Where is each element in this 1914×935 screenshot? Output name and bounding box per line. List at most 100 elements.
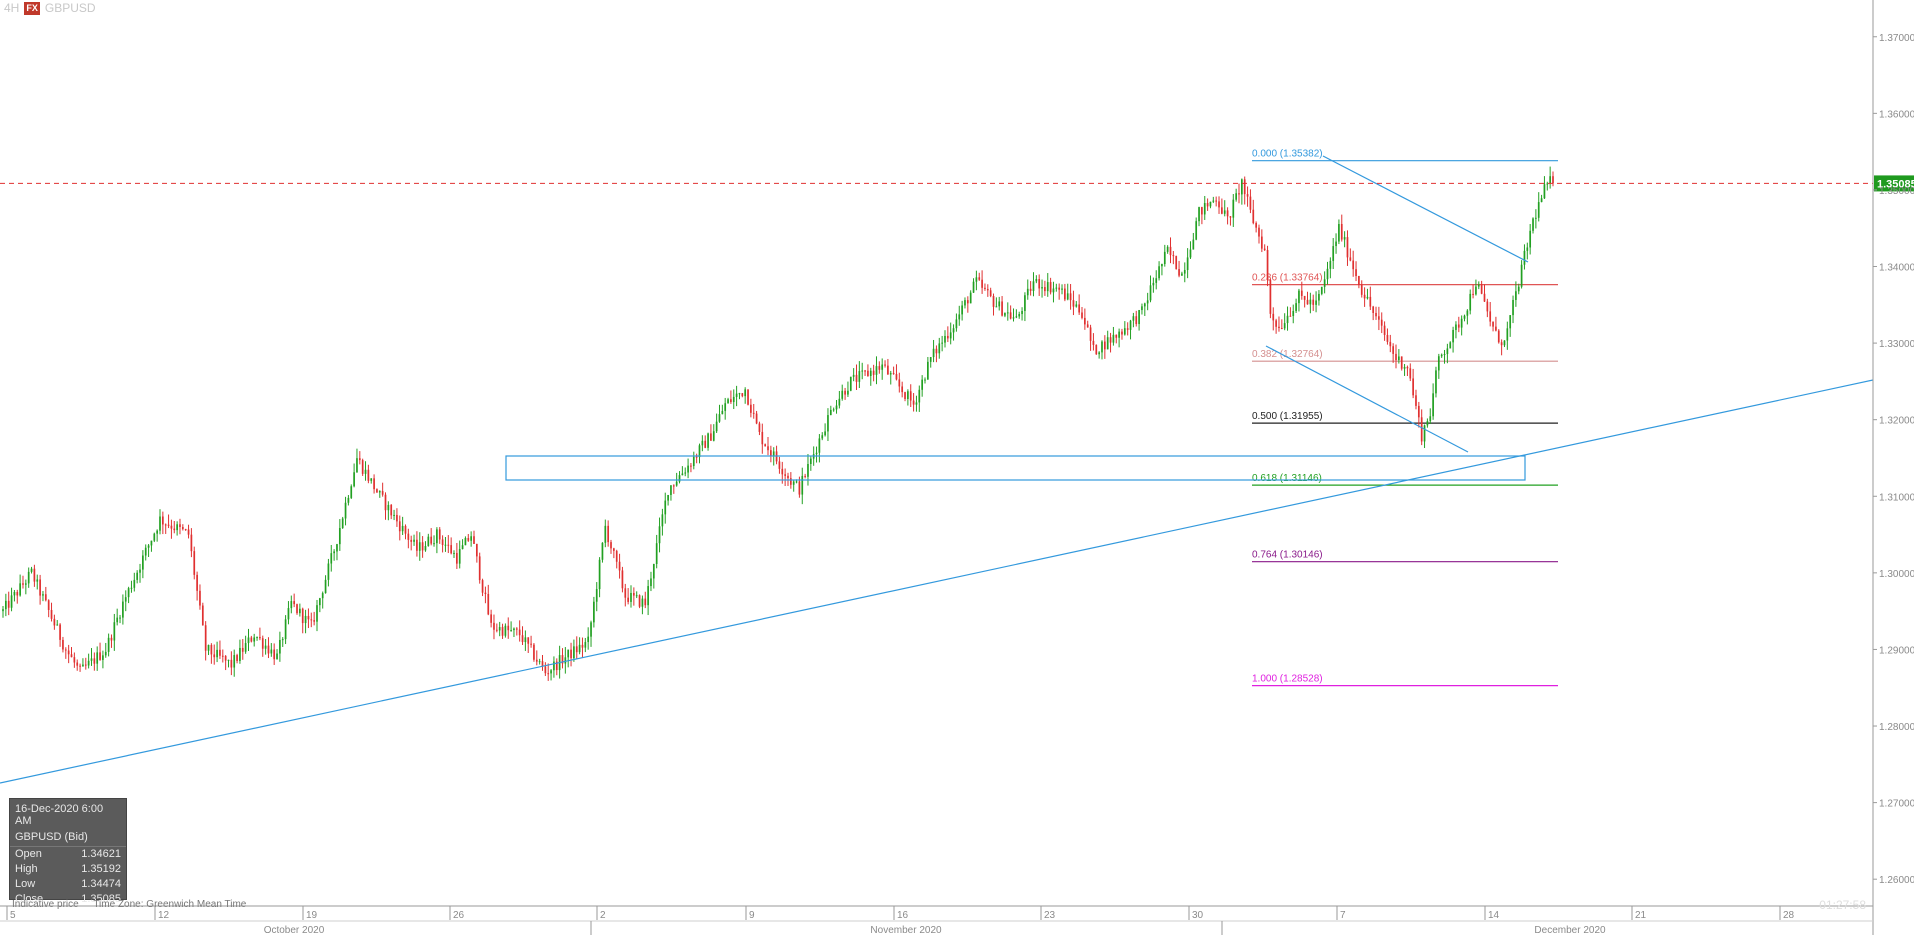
candle-body	[1055, 287, 1058, 289]
candle-body	[1415, 395, 1417, 406]
candle	[878, 361, 881, 374]
candle-body	[1506, 328, 1509, 341]
candle	[824, 423, 826, 437]
candle	[133, 572, 136, 592]
time-axis[interactable]: 5 12 19 26 2 9 16 23 30 7 14 21 28 October 2020 Novemb…	[0, 905, 1873, 935]
drawing-objects[interactable]	[0, 155, 1874, 784]
candle-body	[307, 615, 310, 620]
candle	[1029, 281, 1032, 296]
candle-body	[507, 625, 510, 631]
candle	[1149, 275, 1152, 303]
candle-body	[119, 617, 121, 619]
candle-body	[96, 652, 99, 664]
candle	[821, 432, 824, 441]
candle	[1395, 344, 1397, 369]
candle-body	[752, 412, 755, 414]
candle-body	[73, 657, 76, 663]
candle-body	[1435, 370, 1437, 394]
candle-body	[364, 469, 367, 474]
candle	[1206, 198, 1209, 211]
candle	[1346, 230, 1349, 266]
candle	[587, 627, 590, 650]
candle-body	[1460, 318, 1463, 328]
candle-body	[1272, 313, 1275, 321]
candle	[444, 537, 447, 552]
candle-body	[638, 595, 641, 607]
candle	[413, 534, 415, 546]
candle	[929, 356, 932, 368]
candle	[487, 584, 490, 616]
candle-body	[396, 514, 398, 522]
candle	[102, 650, 104, 669]
candle	[30, 566, 33, 574]
candle-body	[595, 589, 598, 602]
symbol-label[interactable]: GBPUSD	[44, 1, 96, 15]
candle-body	[224, 655, 227, 661]
candle-body	[59, 624, 61, 640]
timeframe-label[interactable]: 4H	[4, 1, 20, 15]
candle-body	[1018, 314, 1021, 317]
candle	[1306, 291, 1309, 305]
fibonacci-retracement[interactable]: 0.000 (1.35382) 0.236 (1.33764) 0.382 (1.3…	[1252, 149, 1558, 687]
candle-body	[501, 627, 504, 636]
candle	[393, 509, 395, 521]
candle	[1486, 298, 1489, 318]
candle	[264, 638, 267, 655]
candle-body	[221, 655, 224, 657]
candle	[1375, 306, 1377, 320]
candle	[361, 458, 364, 476]
candle	[116, 608, 119, 626]
candle	[561, 648, 564, 669]
candle	[750, 398, 752, 418]
candle-body	[338, 528, 341, 545]
candle	[898, 372, 901, 393]
candle	[887, 358, 889, 375]
candle-body	[692, 456, 695, 467]
candle-body	[264, 645, 267, 649]
support-zone-box	[505, 455, 1526, 481]
candle	[555, 658, 558, 676]
candle-body	[1101, 341, 1103, 353]
candle-body	[875, 366, 878, 375]
candle-body	[710, 433, 712, 441]
candle	[707, 432, 709, 451]
candle	[1546, 181, 1549, 191]
candle-body	[1046, 282, 1049, 292]
candle-body	[1463, 315, 1466, 319]
candle-body	[433, 543, 435, 545]
candle-body	[587, 636, 590, 643]
candle	[467, 534, 470, 542]
price-axis[interactable]: 1.26000 1.27000 1.28000 1.29000 1.30000 1.310…	[1872, 0, 1914, 935]
candle	[935, 345, 938, 363]
candle	[1249, 189, 1252, 214]
candle	[1095, 344, 1098, 355]
candle-body	[353, 472, 355, 487]
candle-body	[1092, 340, 1095, 345]
candle-body	[1409, 368, 1412, 379]
candle	[1135, 310, 1138, 327]
candle-body	[924, 379, 926, 381]
candle-body	[655, 543, 658, 565]
candle-body	[1512, 299, 1514, 316]
candle-body	[421, 542, 424, 551]
candle-body	[744, 389, 747, 397]
candle	[438, 527, 441, 544]
candle-body	[136, 572, 139, 580]
candle	[627, 588, 629, 605]
candle	[344, 496, 347, 526]
candle	[1269, 278, 1272, 319]
candle	[767, 437, 769, 456]
candle	[989, 287, 992, 298]
candle-body	[1338, 223, 1340, 242]
candle-body	[981, 279, 983, 288]
candle-body	[598, 559, 601, 590]
candle-body	[450, 545, 453, 554]
candle-body	[698, 445, 701, 458]
candle	[1183, 262, 1186, 283]
candle	[259, 627, 261, 641]
current-price-line: 1.35085	[0, 175, 1914, 192]
candle-body	[1426, 421, 1429, 426]
candle-body	[284, 619, 287, 640]
candle-body	[458, 549, 461, 564]
